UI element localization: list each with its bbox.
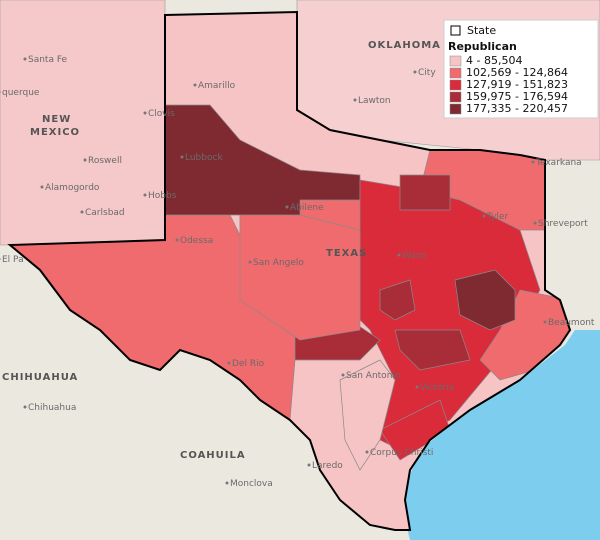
place-dot [543, 320, 547, 324]
district [394, 329, 471, 371]
place-label: Shreveport [538, 219, 588, 229]
region-label: OKLAHOMA [368, 40, 441, 51]
place-dot [248, 260, 252, 264]
place-dot [180, 155, 184, 159]
place-label: Abilene [290, 203, 324, 213]
place-dot [307, 463, 311, 467]
district [399, 174, 451, 211]
region-label: COAHUILA [180, 450, 246, 461]
place-label: Lubbock [185, 153, 223, 163]
district [379, 279, 416, 321]
place-label: Victoria [420, 383, 454, 393]
place-dot [80, 210, 84, 214]
place-label: Clovis [148, 109, 175, 119]
place-label: Hobbs [148, 191, 177, 201]
place-label: Santa Fe [28, 55, 68, 65]
legend-swatch [449, 67, 462, 79]
place-label: Beaumont [548, 318, 595, 328]
place-label: Waco [402, 251, 427, 261]
district [239, 214, 361, 341]
state-outline [7, 10, 572, 531]
place-dot [193, 83, 197, 87]
place-dot [482, 214, 486, 218]
district [164, 104, 361, 236]
place-dot [0, 257, 1, 261]
region-label: MEXICO [30, 127, 80, 138]
place-label: Amarillo [198, 81, 236, 91]
region-label: NEW [42, 114, 71, 125]
legend-box [443, 19, 599, 119]
legend-range: 102,569 - 124,864 [466, 66, 568, 79]
new-mexico [0, 0, 166, 246]
place-label: Lawton [358, 96, 391, 106]
state-symbol [450, 25, 461, 36]
place-label: Tyler [486, 212, 508, 222]
place-dot [0, 90, 1, 94]
district [339, 359, 396, 471]
place-dot [40, 185, 44, 189]
place-dot [23, 405, 27, 409]
place-dot [227, 361, 231, 365]
place-label: Roswell [88, 156, 122, 166]
legend-state: State [467, 24, 496, 37]
place-dot [415, 385, 419, 389]
place-dot [413, 70, 417, 74]
legend-range: 177,335 - 220,457 [466, 102, 568, 115]
place-label: Carlsbad [85, 208, 125, 218]
place-dot [353, 98, 357, 102]
place-label: City [418, 68, 436, 78]
place-label: Texarkana [535, 158, 582, 168]
place-dot [175, 238, 179, 242]
place-label: Monclova [230, 479, 273, 489]
gulf [400, 330, 600, 540]
legend-swatch [449, 79, 462, 91]
district [454, 269, 516, 331]
legend-swatch [449, 91, 462, 103]
place-dot [83, 158, 87, 162]
place-dot [225, 481, 229, 485]
place-label: querque [2, 88, 40, 98]
legend-range: 159,975 - 176,594 [466, 90, 568, 103]
place-label: San Antonio [346, 371, 401, 381]
place-dot [365, 450, 369, 454]
region-label: TEXAS [326, 248, 367, 259]
place-dot [285, 205, 289, 209]
place-label: El Pa [2, 255, 24, 265]
place-dot [341, 373, 345, 377]
legend-range: 127,919 - 151,823 [466, 78, 568, 91]
labels: Santa Fe querque Amarillo Roswell Alamogordo… [0, 40, 595, 489]
place-label: Odessa [180, 236, 213, 246]
place-dot [397, 253, 401, 257]
place-dot [533, 221, 537, 225]
place-label: Del Rio [232, 359, 265, 369]
region-label: CHIHUAHUA [2, 372, 78, 383]
place-dot [23, 57, 27, 61]
legend-swatch [449, 55, 462, 67]
place-label: Corpus Christi [370, 448, 433, 458]
place-dot [143, 193, 147, 197]
legend-swatch [449, 103, 462, 115]
place-label: San Angelo [253, 258, 304, 268]
place-label: Laredo [312, 461, 343, 471]
place-dot [531, 160, 535, 164]
legend-title: Republican [448, 40, 517, 53]
legend-range: 4 - 85,504 [466, 54, 522, 67]
place-label: Alamogordo [45, 183, 100, 193]
place-label: Chihuahua [28, 403, 76, 413]
place-dot [143, 111, 147, 115]
